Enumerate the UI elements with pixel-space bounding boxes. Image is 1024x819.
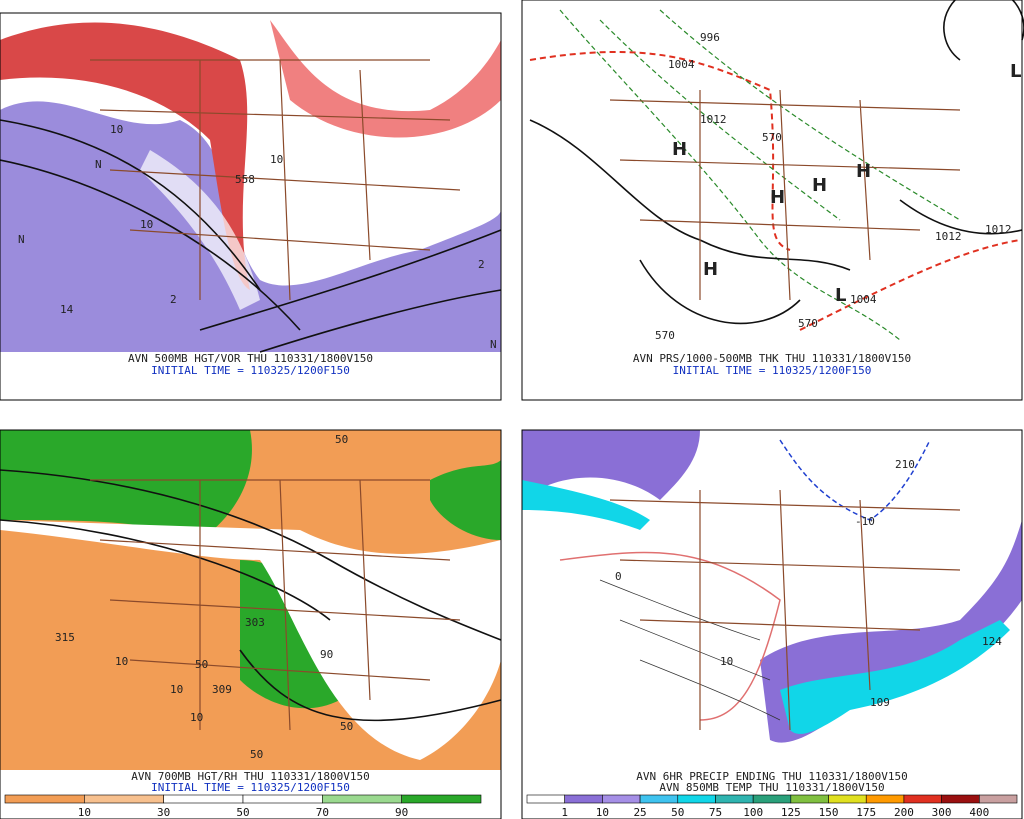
colorbar-segment [639, 794, 679, 804]
panel-thickness [521, 0, 1024, 401]
map-label: 303 [245, 616, 265, 629]
map-label: H [812, 175, 827, 196]
colorbar-segment [526, 794, 565, 804]
colorbar-label: 400 [969, 806, 989, 819]
colorbar-label: 100 [743, 806, 763, 819]
colorbar-segment [979, 794, 1018, 804]
colorbar-segment [242, 794, 323, 804]
map-label: 50 [340, 720, 353, 733]
colorbar-label: 300 [932, 806, 952, 819]
colorbar-segment [790, 794, 829, 804]
map-label: 0 [615, 570, 622, 583]
colorbar-label: 25 [633, 806, 646, 819]
map-label: H [672, 139, 687, 160]
colorbar-label: 50 [236, 806, 249, 819]
caption: AVN 700MB HGT/RH THU 110331/1800V150 [131, 770, 369, 783]
map-label: 1004 [850, 293, 877, 306]
map-label: 10 [190, 711, 203, 724]
panel-precip [521, 429, 1023, 819]
colorbar-segment [715, 794, 754, 804]
map-label: 10 [110, 123, 123, 136]
map-label: 996 [700, 31, 720, 44]
map-label: 570 [762, 131, 782, 144]
map-label: 10 [270, 153, 283, 166]
subcaption: INITIAL TIME = 110325/1200F150 [151, 364, 350, 377]
map-label: H [770, 187, 785, 208]
map-label: 558 [235, 173, 255, 186]
map-label: 315 [55, 631, 75, 644]
colorbar-segment [752, 794, 792, 804]
map-label: -10 [855, 515, 875, 528]
colorbar-segment [828, 794, 867, 804]
colorbar-label: 75 [709, 806, 722, 819]
colorbar-segment [4, 794, 85, 804]
panel-700mb [0, 429, 502, 819]
map-label: 10 [115, 655, 128, 668]
map-label: 2 [170, 293, 177, 306]
map-label: 14 [60, 303, 74, 316]
map-label: 50 [250, 748, 263, 761]
colorbar-label: 150 [819, 806, 839, 819]
map-label: 309 [212, 683, 232, 696]
colorbar-label: 10 [596, 806, 609, 819]
map-label: 10 [170, 683, 183, 696]
map-label: H [856, 161, 871, 182]
colorbar-segment [401, 794, 482, 804]
map-label: 570 [798, 317, 818, 330]
map-label: 210 [895, 458, 915, 471]
map-label: 10 [720, 655, 733, 668]
colorbar-label: 10 [78, 806, 91, 819]
dynamic: AVN 500MB HGT/VOR THU 110331/1800V150INI… [4, 31, 1021, 819]
caption: AVN 6HR PRECIP ENDING THU 110331/1800V15… [636, 770, 908, 783]
map-label: 10 [140, 218, 153, 231]
subcaption: AVN 850MB TEMP THU 110331/1800V150 [659, 781, 884, 794]
map-label: H [703, 259, 718, 280]
map-label: 1012 [700, 113, 727, 126]
caption: AVN 500MB HGT/VOR THU 110331/1800V150 [128, 352, 373, 365]
colorbar-segment [941, 794, 980, 804]
map-label: N [18, 233, 25, 246]
colorbar-segment [163, 794, 244, 804]
colorbar-label: 30 [157, 806, 170, 819]
map-label: 2 [478, 258, 485, 271]
map-label: 1012 [985, 223, 1012, 236]
colorbar-segment [84, 794, 164, 804]
map-label: N [490, 338, 497, 351]
map-label: N [95, 158, 102, 171]
map-label: L [835, 285, 846, 306]
colorbar-label: 70 [316, 806, 329, 819]
colorbar-label: 50 [671, 806, 684, 819]
colorbar-label: 1 [561, 806, 568, 819]
colorbar-label: 125 [781, 806, 801, 819]
colorbar-segment [865, 794, 905, 804]
map-label: 50 [335, 433, 348, 446]
colorbar-segment [602, 794, 641, 804]
colorbar-label: 90 [395, 806, 408, 819]
subcaption: INITIAL TIME = 110325/1200F150 [673, 364, 872, 377]
map-label: 1004 [668, 58, 695, 71]
map-label: 1012 [935, 230, 962, 243]
panel-500mb [0, 12, 502, 401]
colorbar-segment [322, 794, 402, 804]
colorbar-segment [903, 794, 942, 804]
map-label: L [1010, 61, 1021, 82]
colorbar-segment [677, 794, 716, 804]
colorbar-label: 200 [894, 806, 914, 819]
caption: AVN PRS/1000-500MB THK THU 110331/1800V1… [633, 352, 911, 365]
map-label: 50 [195, 658, 208, 671]
map-label: 124 [982, 635, 1002, 648]
map-label: 109 [870, 696, 890, 709]
map-label: 570 [655, 329, 675, 342]
subcaption: INITIAL TIME = 110325/1200F150 [151, 781, 350, 794]
colorbar-segment [564, 794, 603, 804]
colorbar-label: 175 [856, 806, 876, 819]
map-label: 90 [320, 648, 333, 661]
